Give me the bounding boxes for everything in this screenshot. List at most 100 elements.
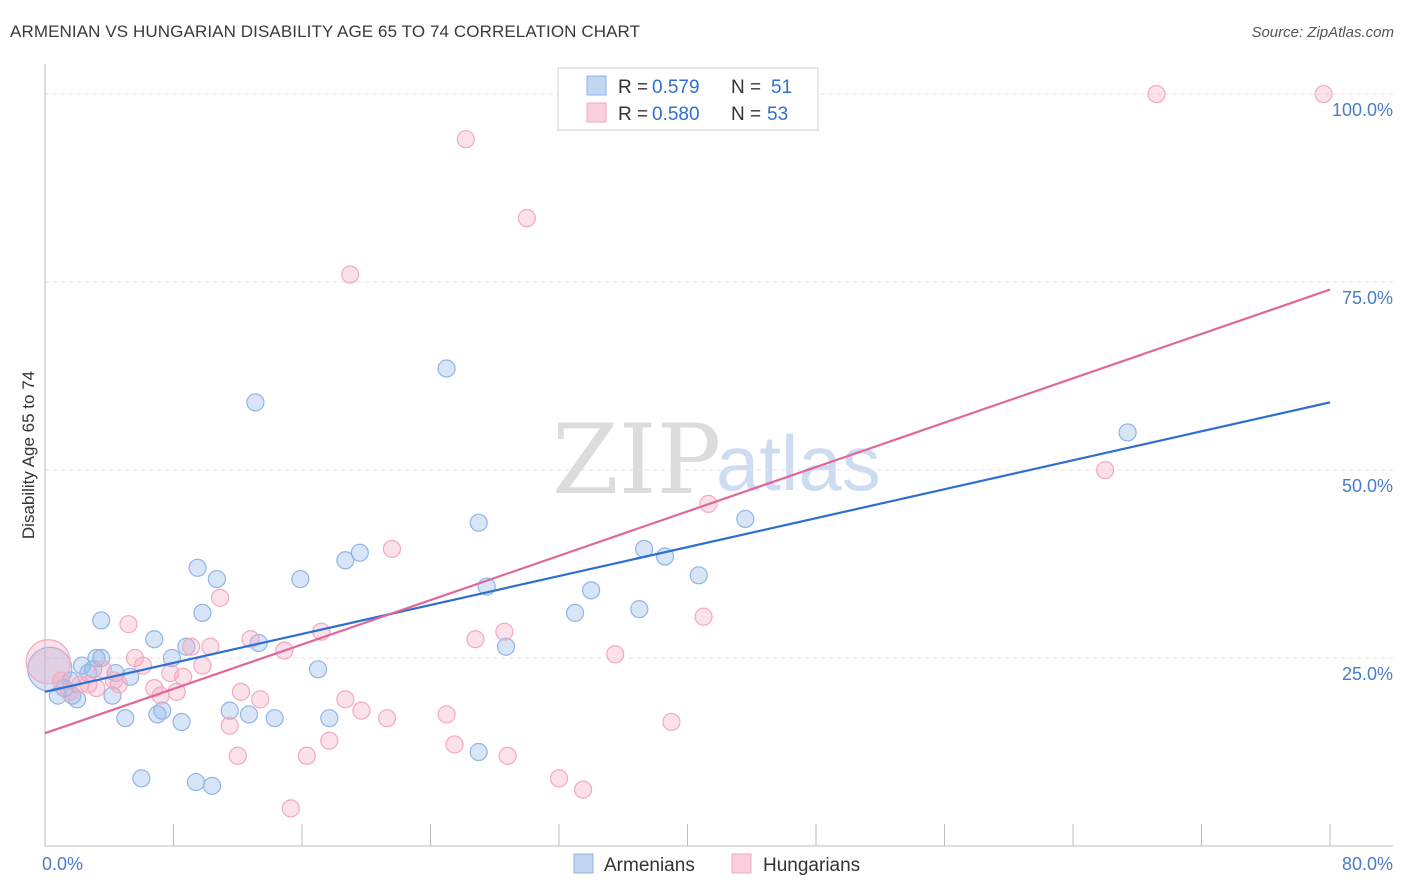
y-tick-label: 50.0% — [1342, 476, 1393, 496]
armenians-point — [565, 603, 585, 623]
armenians-point — [582, 581, 601, 600]
legend-n-label: N = — [731, 77, 761, 98]
hungarians-point — [573, 780, 593, 799]
armenians-point — [87, 648, 106, 668]
hungarians-point — [694, 607, 713, 626]
y-tick-label: 100.0% — [1332, 100, 1393, 120]
series-armenians-points — [27, 359, 1137, 795]
y-tick-label: 25.0% — [1342, 664, 1393, 684]
hungarians-point — [320, 731, 339, 750]
armenians-point — [72, 656, 92, 675]
hungarians-trend-line — [44, 288, 1331, 735]
armenians-point — [132, 769, 151, 788]
hungarians-point — [231, 682, 251, 701]
hungarians-point — [336, 690, 355, 709]
hungarians-point — [1314, 84, 1333, 104]
hungarians-point — [456, 130, 475, 149]
legend-swatch-hungarians — [586, 102, 607, 123]
armenians-point — [145, 630, 164, 649]
series-hungarians-points — [25, 84, 1333, 818]
hungarians-point — [549, 769, 569, 788]
armenians-point — [153, 701, 172, 720]
armenians-point — [437, 359, 456, 378]
armenians-point — [336, 551, 355, 570]
watermark-zip: ZIP — [552, 404, 721, 516]
hungarians-point — [193, 656, 212, 675]
grid-lines — [45, 93, 1393, 659]
hungarians-point — [352, 701, 371, 720]
x-tick-label: 0.0% — [42, 854, 83, 874]
armenians-point — [469, 742, 488, 762]
armenians-point — [116, 709, 135, 728]
armenians-point — [92, 611, 111, 630]
hungarians-point — [466, 630, 485, 649]
legend-n-value: 53 — [767, 104, 788, 125]
hungarians-point — [109, 675, 128, 694]
legend-n-value: 51 — [771, 77, 792, 98]
armenians-point — [202, 776, 222, 795]
hungarians-point — [445, 735, 464, 754]
hungarians-point — [167, 682, 186, 701]
chart-title: ARMENIAN VS HUNGARIAN DISABILITY AGE 65 … — [10, 22, 641, 41]
armenians-point — [689, 566, 708, 585]
legend-swatch-armenians — [573, 853, 594, 874]
armenians-point — [103, 686, 122, 705]
hungarians-point — [220, 716, 239, 735]
armenians-point — [630, 600, 649, 619]
series-legend: Armenians Hungarians — [573, 853, 860, 876]
hungarians-point — [182, 637, 201, 656]
armenians-trend-line — [44, 401, 1331, 693]
legend-r-label: R = — [618, 104, 648, 125]
hungarians-point — [341, 265, 360, 284]
armenians-point — [308, 660, 328, 679]
hungarians-point — [495, 622, 514, 641]
hungarians-point — [382, 539, 402, 559]
armenians-point — [239, 705, 259, 724]
hungarians-point — [437, 705, 456, 724]
legend-r-value: 0.580 — [652, 104, 700, 125]
legend-n-label: N = — [731, 104, 761, 125]
axes — [44, 64, 1393, 847]
armenians-point — [320, 709, 339, 728]
hungarians-point — [662, 712, 681, 732]
watermark: ZIP atlas — [552, 404, 881, 516]
armenians-point — [265, 709, 284, 728]
hungarians-point — [378, 709, 397, 728]
legend-swatch-hungarians — [731, 853, 752, 874]
armenians-point — [188, 558, 207, 577]
armenians-point — [177, 637, 196, 656]
hungarians-point — [251, 690, 270, 709]
y-axis-label: Disability Age 65 to 74 — [19, 371, 38, 539]
armenians-point — [291, 569, 310, 589]
armenians-point — [48, 686, 67, 705]
hungarians-point — [1096, 460, 1115, 480]
x-tick-labels: 0.0% 80.0% — [42, 854, 1393, 874]
trend-lines — [44, 288, 1331, 735]
armenians-point — [207, 569, 226, 589]
hungarians-point — [498, 746, 517, 765]
armenians-point — [246, 393, 265, 412]
armenians-point — [220, 701, 239, 720]
armenians-point — [172, 712, 191, 732]
y-tick-label: 75.0% — [1342, 288, 1393, 308]
hungarians-point — [606, 645, 625, 664]
legend-r-value: 0.579 — [652, 77, 700, 98]
armenians-point — [350, 543, 369, 562]
armenians-point — [193, 603, 212, 623]
legend-label-armenians: Armenians — [604, 855, 695, 876]
hungarians-point — [228, 746, 247, 765]
hungarians-point — [517, 209, 536, 228]
armenians-point — [469, 513, 488, 532]
y-tick-labels: 25.0% 50.0% 75.0% 100.0% — [1332, 100, 1393, 684]
hungarians-point — [297, 746, 316, 765]
armenians-point — [92, 648, 111, 668]
x-tick-label: 80.0% — [1342, 854, 1393, 874]
hungarians-point — [281, 799, 300, 818]
armenians-point — [186, 772, 206, 792]
legend-label-hungarians: Hungarians — [763, 855, 860, 876]
hungarians-point — [210, 588, 230, 607]
hungarians-point — [119, 615, 138, 634]
legend-r-label: R = — [618, 77, 648, 98]
legend-swatch-armenians — [586, 75, 607, 96]
